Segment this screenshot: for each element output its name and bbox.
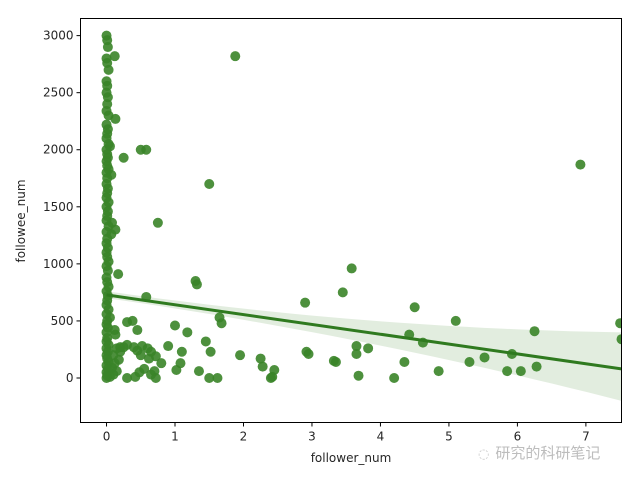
fit-line bbox=[106, 293, 622, 371]
x-axis-label: follower_num bbox=[311, 451, 392, 465]
x-tick-label: 3 bbox=[308, 430, 316, 444]
y-tick-label: 3000 bbox=[43, 29, 74, 43]
data-point bbox=[118, 152, 129, 163]
data-point bbox=[205, 346, 216, 357]
data-point bbox=[502, 366, 513, 377]
y-tick-label: 2000 bbox=[43, 143, 74, 157]
data-point bbox=[110, 113, 121, 124]
x-tick-label: 7 bbox=[582, 430, 590, 444]
watermark: ◌ 研究的科研笔记 bbox=[478, 442, 600, 463]
plot-frame bbox=[80, 18, 622, 423]
data-point bbox=[300, 297, 311, 308]
data-point bbox=[433, 366, 444, 377]
data-point bbox=[363, 343, 374, 354]
data-point bbox=[303, 349, 314, 360]
scatter-points bbox=[101, 30, 622, 383]
data-point bbox=[450, 315, 461, 326]
data-point bbox=[351, 341, 362, 352]
data-point bbox=[389, 372, 400, 383]
data-point bbox=[141, 144, 152, 155]
x-tick-label: 4 bbox=[377, 430, 385, 444]
data-point bbox=[464, 357, 475, 368]
data-point bbox=[156, 358, 167, 369]
data-point bbox=[330, 357, 341, 368]
data-point bbox=[182, 327, 193, 338]
data-point bbox=[103, 64, 114, 75]
data-point bbox=[171, 365, 182, 376]
data-point bbox=[102, 42, 113, 53]
regression-line bbox=[106, 293, 622, 371]
x-tick-label: 5 bbox=[445, 430, 453, 444]
data-point bbox=[337, 287, 348, 298]
y-tick-label: 1500 bbox=[43, 200, 74, 214]
x-tick-label: 6 bbox=[514, 430, 522, 444]
data-point bbox=[163, 341, 174, 352]
data-point bbox=[170, 320, 181, 331]
data-point bbox=[409, 302, 420, 313]
data-point bbox=[204, 178, 215, 189]
data-point bbox=[204, 372, 215, 383]
data-point bbox=[529, 326, 540, 337]
data-point bbox=[479, 352, 490, 363]
data-point bbox=[122, 372, 133, 383]
data-point bbox=[113, 269, 124, 280]
data-point bbox=[152, 217, 163, 228]
data-point bbox=[132, 325, 143, 336]
data-point bbox=[230, 51, 241, 62]
wechat-icon: ◌ bbox=[478, 447, 490, 462]
data-point bbox=[353, 370, 364, 381]
x-tick-label: 1 bbox=[171, 430, 179, 444]
data-point bbox=[150, 351, 161, 362]
data-point bbox=[150, 372, 161, 383]
data-point bbox=[616, 334, 622, 345]
y-axis-label: followee_num bbox=[14, 179, 28, 262]
y-tick-label: 2500 bbox=[43, 86, 74, 100]
data-point bbox=[191, 279, 202, 290]
y-tick-label: 500 bbox=[51, 314, 74, 328]
y-tick-label: 1000 bbox=[43, 257, 74, 271]
data-point bbox=[399, 357, 410, 368]
data-point bbox=[109, 51, 120, 62]
y-tick-label: 0 bbox=[66, 371, 74, 385]
data-point bbox=[257, 361, 268, 372]
data-point bbox=[135, 350, 146, 361]
data-point bbox=[255, 353, 266, 364]
data-point bbox=[235, 350, 246, 361]
data-point bbox=[130, 371, 141, 382]
data-point bbox=[269, 365, 280, 376]
data-point bbox=[575, 159, 586, 170]
data-point bbox=[200, 336, 211, 347]
data-point bbox=[351, 349, 362, 360]
watermark-text: 研究的科研笔记 bbox=[495, 444, 601, 462]
x-axis-ticks: 0 1 2 3 4 5 6 7 bbox=[103, 422, 590, 444]
y-axis-ticks: 0 500 1000 1500 2000 2500 3000 bbox=[43, 29, 81, 385]
x-tick-label: 0 bbox=[103, 430, 111, 444]
data-point bbox=[176, 346, 187, 357]
data-point bbox=[346, 263, 357, 274]
data-point bbox=[127, 315, 138, 326]
data-point bbox=[110, 329, 121, 340]
data-point bbox=[193, 366, 204, 377]
data-point bbox=[216, 318, 227, 329]
data-point bbox=[212, 372, 223, 383]
data-point bbox=[531, 361, 542, 372]
data-point bbox=[515, 366, 526, 377]
x-tick-label: 2 bbox=[240, 430, 248, 444]
data-point bbox=[615, 318, 622, 329]
